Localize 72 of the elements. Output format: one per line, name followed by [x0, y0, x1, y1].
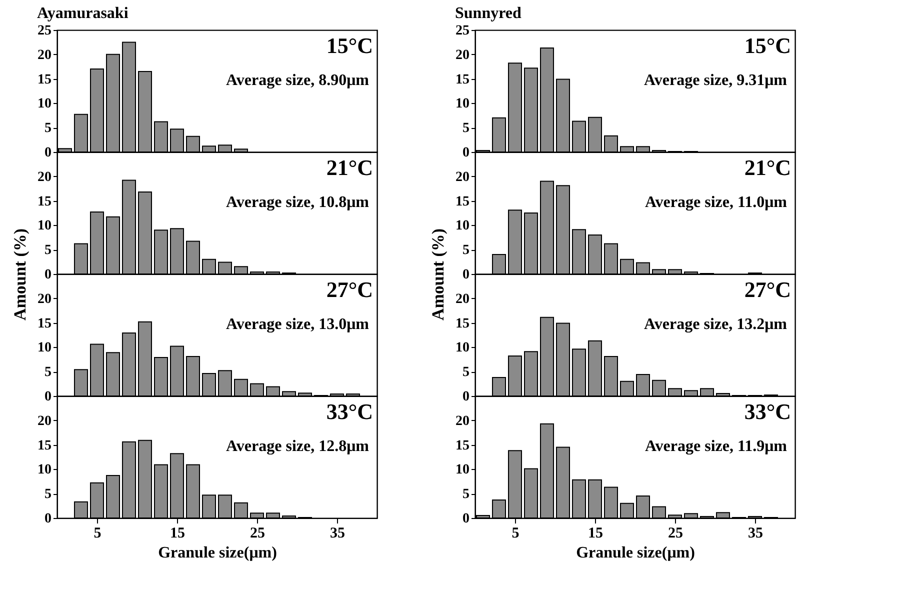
y-tick-label: 20	[456, 292, 470, 307]
y-tick-label: 20	[38, 48, 52, 63]
annotation: 15°C	[326, 33, 373, 58]
annotation: 27°C	[744, 277, 791, 302]
y-tick-label: 10	[456, 462, 470, 478]
y-tick-label: 15	[38, 316, 52, 332]
y-tick-label: 10	[456, 340, 470, 356]
x-tick-label: 25	[250, 526, 265, 542]
y-tick-label: 5	[44, 243, 52, 258]
annotation: 27°C	[326, 277, 373, 302]
y-tick-label: 20	[38, 170, 52, 185]
y-tick-label: 20	[456, 414, 470, 429]
y-tick-label: 5	[44, 121, 52, 136]
y-tick-label: 0	[44, 390, 52, 404]
x-tick-label: 5	[512, 526, 520, 542]
y-tick-label: 25	[456, 24, 470, 38]
y-tick-label: 5	[462, 243, 470, 258]
y-tick-label: 20	[38, 292, 52, 307]
y-tick-label: 0	[44, 146, 52, 160]
y-tick-label: 0	[462, 268, 470, 282]
y-tick-label: 5	[462, 487, 470, 502]
y-axis-title: Amount (%)	[10, 228, 30, 321]
annotation: Average size, 13.0μm	[226, 316, 370, 333]
y-tick-label: 10	[38, 96, 52, 112]
x-tick-label: 35	[748, 526, 763, 542]
y-tick-label: 0	[462, 390, 470, 404]
annotation: 21°C	[744, 155, 791, 180]
y-tick-label: 0	[462, 512, 470, 526]
chart-title: Sunnyred	[455, 5, 522, 22]
y-tick-label: 20	[38, 414, 52, 429]
x-tick-label: 15	[588, 526, 603, 542]
y-tick-label: 5	[44, 487, 52, 502]
chart-title: Ayamurasaki	[37, 5, 129, 22]
x-tick-label: 15	[170, 526, 185, 542]
annotation: 33°C	[744, 399, 791, 424]
annotation: Average size, 8.90μm	[226, 72, 370, 89]
y-tick-label: 0	[44, 268, 52, 282]
y-tick-label: 15	[456, 194, 470, 210]
y-tick-label: 5	[462, 365, 470, 380]
y-tick-label: 15	[456, 438, 470, 454]
y-tick-label: 15	[38, 438, 52, 454]
y-tick-label: 15	[38, 194, 52, 210]
y-tick-label: 10	[456, 96, 470, 112]
annotation: Average size, 11.9μm	[644, 438, 788, 455]
y-tick-label: 5	[462, 121, 470, 136]
annotation: Average size, 10.8μm	[226, 194, 370, 211]
y-tick-label: 5	[44, 365, 52, 380]
y-tick-label: 15	[456, 316, 470, 332]
y-tick-label: 10	[38, 340, 52, 356]
y-tick-label: 0	[44, 512, 52, 526]
y-axis-title: Amount (%)	[428, 228, 448, 321]
y-tick-label: 0	[462, 146, 470, 160]
annotation: Average size, 9.31μm	[644, 72, 788, 89]
annotation: Average size, 12.8μm	[226, 438, 370, 455]
y-tick-label: 10	[38, 218, 52, 234]
annotation: 15°C	[744, 33, 791, 58]
x-axis-title: Granule size(μm)	[576, 544, 695, 562]
y-tick-label: 10	[38, 462, 52, 478]
x-tick-label: 25	[668, 526, 683, 542]
y-tick-label: 20	[456, 170, 470, 185]
y-tick-label: 15	[456, 72, 470, 88]
x-tick-label: 5	[94, 526, 102, 542]
y-tick-label: 15	[38, 72, 52, 88]
y-tick-label: 25	[38, 24, 52, 38]
annotation: 21°C	[326, 155, 373, 180]
annotation: Average size, 13.2μm	[644, 316, 788, 333]
y-tick-label: 20	[456, 48, 470, 63]
x-tick-label: 35	[330, 526, 345, 542]
annotation: 33°C	[326, 399, 373, 424]
y-tick-label: 10	[456, 218, 470, 234]
annotation: Average size, 11.0μm	[644, 194, 788, 211]
x-axis-title: Granule size(μm)	[158, 544, 277, 562]
